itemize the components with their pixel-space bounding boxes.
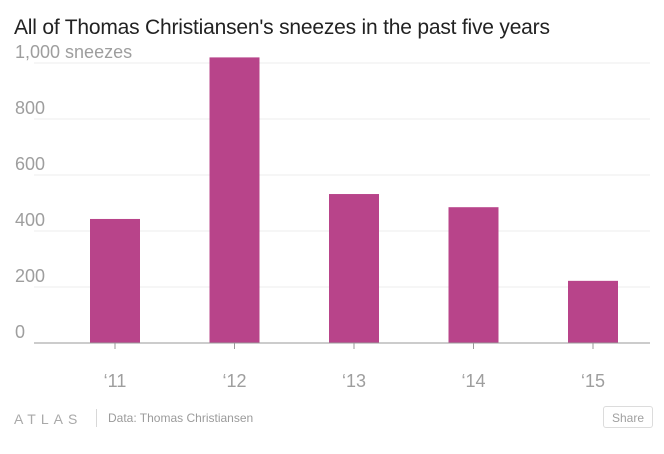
bar[interactable] [448, 207, 499, 343]
bar[interactable] [90, 218, 140, 343]
source-credit: Data: Thomas Christiansen [108, 411, 254, 425]
y-tick-label: 1,000 sneezes [15, 42, 132, 62]
y-tick-label: 200 [15, 266, 45, 286]
footer-divider [96, 409, 97, 427]
bar[interactable] [568, 280, 618, 343]
atlas-logo[interactable]: ATLAS [14, 411, 83, 427]
y-tick-label: 600 [15, 154, 45, 174]
y-tick-label: 400 [15, 210, 45, 230]
bar[interactable] [329, 194, 379, 343]
y-axis-tick-labels: 0 200 400 600 800 1,000 sneezes [15, 42, 132, 342]
x-tick-label: ‘12 [222, 371, 246, 391]
chart-footer: ATLAS Data: Thomas Christiansen Share [0, 402, 664, 434]
x-tick-label: ‘11 [104, 371, 127, 391]
bars [90, 57, 618, 344]
share-button[interactable]: Share [602, 406, 653, 428]
x-tick-label: ‘14 [461, 371, 485, 391]
y-tick-label: 800 [15, 98, 45, 118]
bar[interactable] [209, 57, 260, 344]
x-tick-label: ‘13 [342, 371, 366, 391]
x-axis-tick-labels: ‘11 ‘12 ‘13 ‘14 ‘15 [104, 343, 605, 391]
x-tick-label: ‘15 [581, 371, 605, 391]
chart-title: All of Thomas Christiansen's sneezes in … [14, 16, 550, 39]
y-tick-label: 0 [15, 322, 25, 342]
